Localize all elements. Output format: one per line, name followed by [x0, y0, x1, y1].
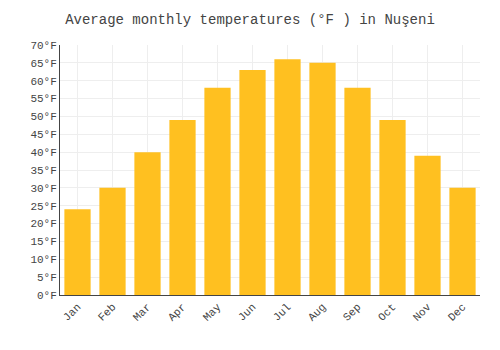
svg-text:Average monthly temperatures (: Average monthly temperatures (°F ) in Nu… — [65, 12, 435, 28]
svg-text:20°F: 20°F — [30, 218, 56, 230]
svg-text:Mar: Mar — [131, 301, 153, 323]
svg-text:10°F: 10°F — [30, 254, 56, 266]
svg-text:45°F: 45°F — [30, 129, 56, 141]
svg-text:Jan: Jan — [61, 301, 83, 323]
svg-text:Jul: Jul — [271, 301, 293, 323]
svg-text:Apr: Apr — [166, 301, 188, 323]
svg-text:70°F: 70°F — [30, 40, 56, 52]
svg-text:60°F: 60°F — [30, 76, 56, 88]
svg-text:50°F: 50°F — [30, 111, 56, 123]
svg-text:Jun: Jun — [236, 301, 258, 323]
svg-text:0°F: 0°F — [37, 290, 57, 302]
svg-text:25°F: 25°F — [30, 201, 56, 213]
svg-text:55°F: 55°F — [30, 93, 56, 105]
svg-text:40°F: 40°F — [30, 147, 56, 159]
svg-text:65°F: 65°F — [30, 58, 56, 70]
svg-text:Feb: Feb — [96, 301, 118, 323]
svg-text:5°F: 5°F — [37, 272, 57, 284]
svg-text:35°F: 35°F — [30, 165, 56, 177]
svg-text:May: May — [201, 301, 224, 324]
svg-text:Aug: Aug — [306, 301, 328, 323]
svg-text:30°F: 30°F — [30, 183, 56, 195]
svg-text:15°F: 15°F — [30, 236, 56, 248]
svg-text:Nov: Nov — [411, 301, 434, 324]
svg-text:Dec: Dec — [446, 301, 468, 323]
svg-text:Oct: Oct — [376, 301, 398, 323]
svg-text:Sep: Sep — [341, 301, 363, 323]
